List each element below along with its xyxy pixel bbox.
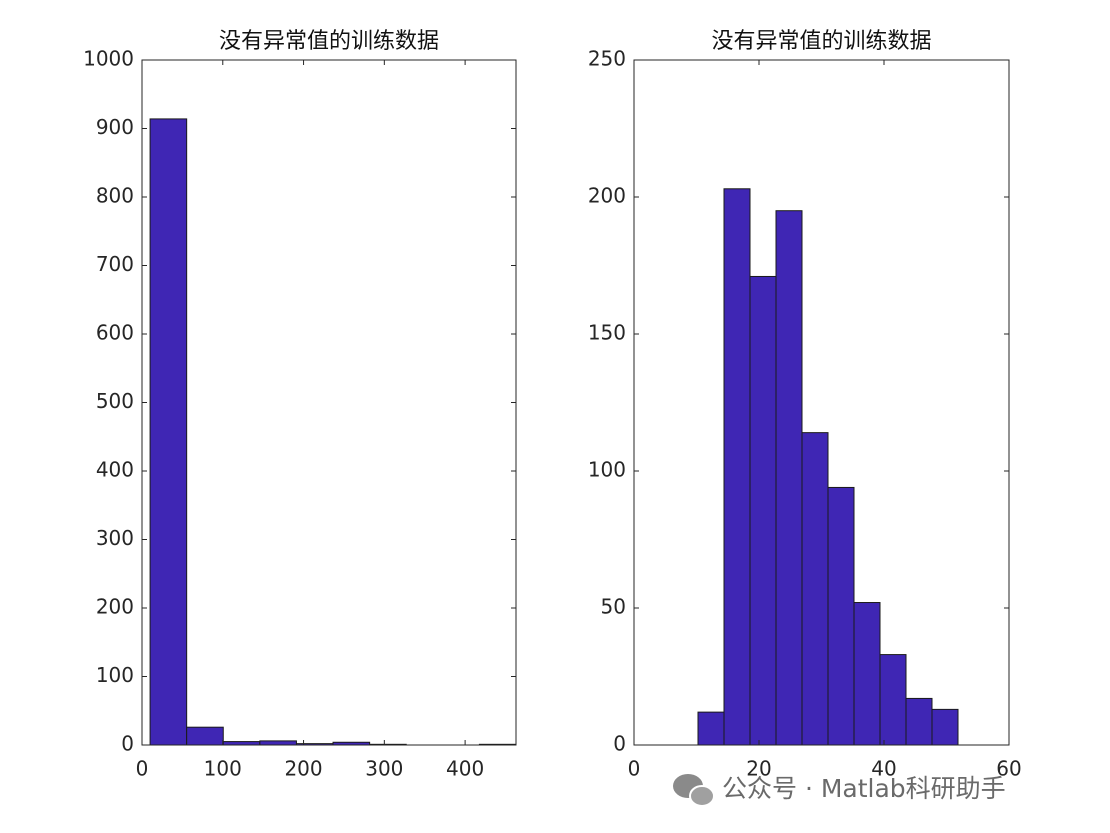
bar: [905, 697, 933, 746]
plot-area: [142, 60, 516, 745]
axes-box: [633, 59, 1010, 746]
bar: [827, 486, 855, 746]
bar: [801, 432, 829, 746]
bar: [186, 726, 224, 746]
y-tick-label: 200: [96, 595, 134, 619]
x-tick-label: 300: [365, 757, 403, 781]
watermark: 公众号 · Matlab科研助手: [722, 774, 1006, 803]
bar: [259, 740, 297, 746]
y-tick-label: 150: [588, 321, 626, 345]
y-tick-label: 900: [96, 115, 134, 139]
bar: [222, 741, 261, 746]
y-tick-label: 800: [96, 184, 134, 208]
chart-title: 没有异常值的训练数据: [219, 29, 439, 54]
bar: [749, 275, 777, 746]
x-tick-label: 100: [204, 757, 242, 781]
x-tick-label: 20: [746, 757, 771, 781]
x-tick-label: 0: [136, 757, 149, 781]
bar: [879, 654, 907, 746]
bar: [775, 210, 803, 746]
y-tick-label: 500: [96, 389, 134, 413]
bar: [697, 711, 725, 746]
bar: [723, 188, 751, 746]
x-tick-label: 200: [284, 757, 322, 781]
x-tick-label: 400: [446, 757, 484, 781]
bar: [149, 118, 188, 746]
y-tick-label: 0: [613, 732, 626, 756]
y-tick-label: 400: [96, 458, 134, 482]
x-tick-label: 0: [628, 757, 641, 781]
y-tick-label: 200: [588, 184, 626, 208]
y-tick-label: 600: [96, 321, 134, 345]
y-tick-label: 50: [601, 595, 626, 619]
x-tick-label: 60: [996, 757, 1021, 781]
chart-title: 没有异常值的训练数据: [711, 29, 931, 54]
y-tick-label: 0: [121, 732, 134, 756]
axes: 0 100 200 300 400 500 600 700 800 900 1000 0 100 200 3…: [83, 29, 517, 781]
y-tick-label: 250: [588, 47, 626, 71]
y-tick-label: 700: [96, 252, 134, 276]
y-tick-label: 1000: [83, 47, 134, 71]
axes: 0 50 100 150 200 250 0 20 40 60 没有异常值的训练数据: [588, 29, 1022, 781]
x-tick-label: 40: [871, 757, 896, 781]
y-tick-label: 300: [96, 526, 134, 550]
wechat-icon: [673, 774, 715, 807]
y-tick-label: 100: [96, 663, 134, 687]
bar: [853, 602, 881, 746]
icon-bubble: [689, 785, 715, 807]
y-tick-label: 100: [588, 458, 626, 482]
bar: [931, 708, 959, 746]
